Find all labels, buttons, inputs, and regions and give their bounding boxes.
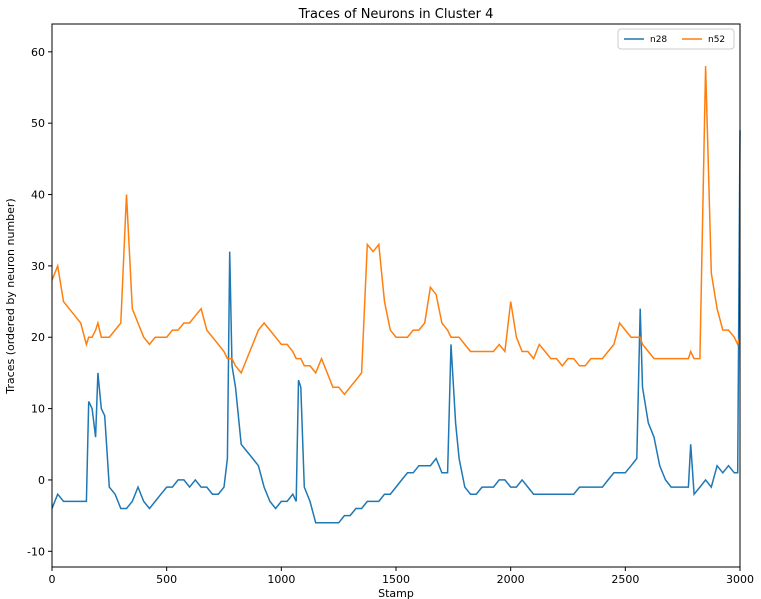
y-axis-label: Traces (ordered by neuron number) (4, 198, 17, 394)
x-tick-label: 1000 (267, 573, 295, 586)
series-line (51, 130, 741, 524)
x-tick-label: 500 (156, 573, 177, 586)
y-tick-label: 20 (31, 331, 45, 344)
legend-label: n52 (708, 35, 725, 45)
legend-box (617, 28, 735, 50)
x-tick-label: 2000 (497, 573, 525, 586)
legend-label: n28 (650, 35, 667, 45)
x-tick-label: 1500 (382, 573, 410, 586)
chart-title: Traces of Neurons in Cluster 4 (298, 7, 494, 22)
y-tick-label: 40 (31, 189, 45, 202)
y-tick-label: 60 (31, 46, 45, 59)
x-tick-label: 3000 (726, 573, 754, 586)
y-tick-label: 30 (31, 260, 45, 273)
series-line (51, 66, 741, 396)
x-tick-label: 0 (49, 573, 56, 586)
y-tick-label: -10 (27, 545, 45, 558)
x-tick-label: 2500 (611, 573, 639, 586)
y-tick-label: 10 (31, 403, 45, 416)
y-tick-label: 50 (31, 117, 45, 130)
x-axis-label: Stamp (378, 587, 414, 599)
plot-frame (51, 23, 741, 568)
y-tick-label: 0 (38, 474, 45, 487)
